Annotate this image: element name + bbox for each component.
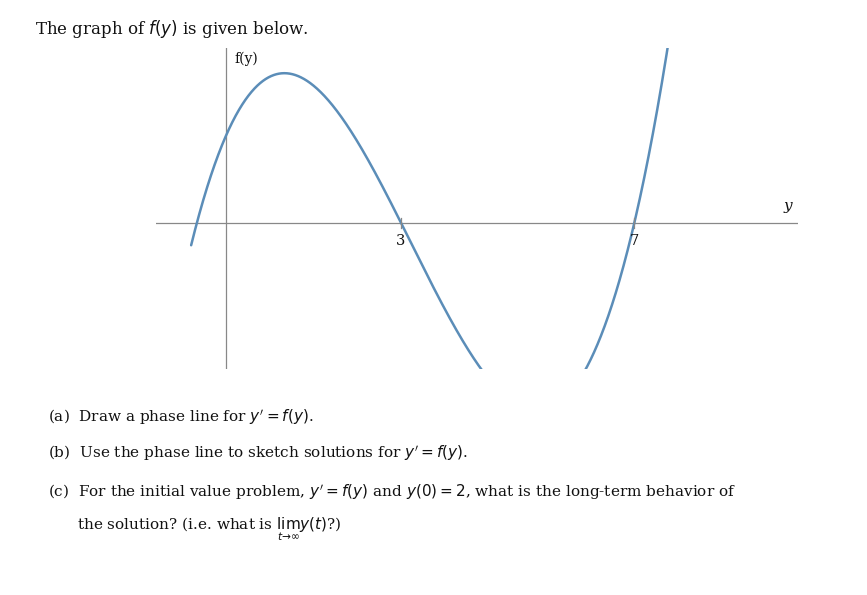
Text: f(y): f(y)	[235, 51, 258, 65]
Text: (a)  Draw a phase line for $y' = f(y)$.: (a) Draw a phase line for $y' = f(y)$.	[48, 408, 313, 427]
Text: (b)  Use the phase line to sketch solutions for $y' = f(y)$.: (b) Use the phase line to sketch solutio…	[48, 443, 467, 463]
Text: y: y	[783, 199, 792, 214]
Text: 7: 7	[629, 234, 639, 248]
Text: 3: 3	[396, 234, 406, 248]
Text: The graph of $f(y)$ is given below.: The graph of $f(y)$ is given below.	[35, 18, 309, 40]
Text: (c)  For the initial value problem, $y' = f(y)$ and $y(0) = 2$, what is the long: (c) For the initial value problem, $y' =…	[48, 482, 736, 502]
Text: the solution? (i.e. what is $\lim_{t\to\infty} y(t)$?): the solution? (i.e. what is $\lim_{t\to\…	[48, 516, 342, 543]
